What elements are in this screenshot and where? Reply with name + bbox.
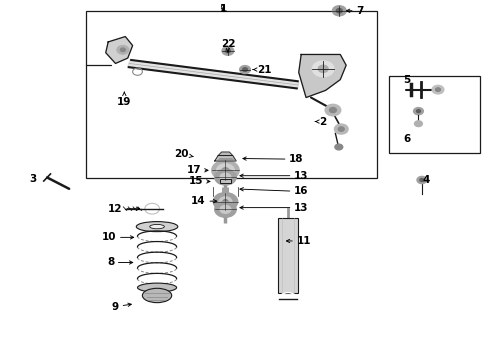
Circle shape [330,108,336,113]
Circle shape [336,9,342,13]
Text: 21: 21 [253,64,272,75]
Polygon shape [218,152,233,156]
Circle shape [243,68,247,71]
Polygon shape [215,156,236,161]
Circle shape [212,160,239,180]
Circle shape [217,164,234,177]
Circle shape [420,179,424,181]
Circle shape [223,200,228,203]
Circle shape [325,104,341,116]
Text: 18: 18 [243,154,303,164]
Bar [86,12,377,178]
Circle shape [219,197,232,206]
Circle shape [338,127,344,131]
Circle shape [318,65,328,72]
Text: 1: 1 [220,4,227,14]
Circle shape [334,124,348,134]
Text: 9: 9 [112,302,131,312]
Bar [220,179,231,183]
Text: 6: 6 [404,134,411,144]
Text: 12: 12 [108,204,140,214]
Circle shape [414,108,423,115]
Circle shape [121,48,125,51]
Ellipse shape [138,283,176,292]
Circle shape [222,168,229,173]
Text: 1: 1 [220,4,227,14]
Circle shape [215,202,236,217]
Circle shape [335,144,343,150]
Bar [278,218,298,293]
Text: 17: 17 [186,165,208,175]
Text: 19: 19 [117,92,131,107]
Ellipse shape [136,222,178,231]
Circle shape [220,173,231,181]
Text: 3: 3 [30,174,37,184]
Bar [389,76,480,153]
Circle shape [436,88,441,91]
Circle shape [417,176,427,184]
Circle shape [313,61,334,77]
Circle shape [332,6,346,16]
Text: 8: 8 [107,257,133,267]
Circle shape [213,193,238,211]
Text: 5: 5 [404,75,411,85]
Text: 7: 7 [346,6,364,16]
Circle shape [222,46,234,55]
Text: 11: 11 [287,236,311,246]
Text: 10: 10 [102,232,134,242]
Polygon shape [128,60,299,89]
Text: 13: 13 [240,171,308,181]
Circle shape [215,169,236,185]
Text: 20: 20 [174,149,193,159]
Circle shape [117,45,129,54]
Text: 4: 4 [422,175,429,185]
Ellipse shape [150,225,164,229]
Circle shape [240,66,250,73]
Text: 13: 13 [240,203,308,213]
Ellipse shape [143,288,172,303]
Text: 15: 15 [189,176,210,186]
Polygon shape [106,37,133,63]
Text: 14: 14 [191,196,217,206]
Circle shape [415,121,422,127]
Polygon shape [299,54,346,98]
Circle shape [432,85,444,94]
Circle shape [416,110,420,113]
Circle shape [225,49,230,53]
Circle shape [220,206,231,213]
Text: 2: 2 [316,117,327,127]
Text: 22: 22 [220,39,235,52]
Text: 16: 16 [240,186,308,197]
